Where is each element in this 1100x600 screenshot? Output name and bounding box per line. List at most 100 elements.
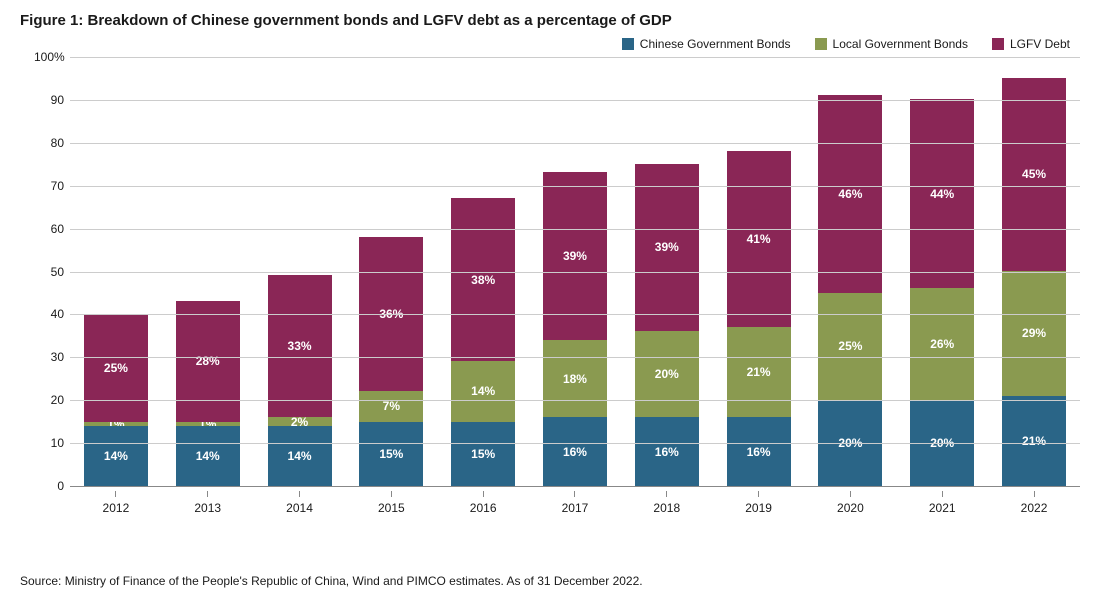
legend-item-lgb: Local Government Bonds — [815, 37, 968, 51]
legend-item-cgb: Chinese Government Bonds — [622, 37, 791, 51]
chart-title: Figure 1: Breakdown of Chinese governmen… — [20, 12, 1080, 29]
source-text: Source: Ministry of Finance of the Peopl… — [20, 574, 643, 588]
segment-value: 29% — [1022, 326, 1046, 340]
segment-lgb: 7% — [359, 391, 423, 421]
segment-value: 14% — [104, 449, 128, 463]
x-tick: 2018 — [635, 491, 699, 517]
bar-2017: 16%18%39% — [543, 172, 607, 486]
gridline — [70, 443, 1080, 444]
x-tick: 2016 — [451, 491, 515, 517]
legend-item-lgfv: LGFV Debt — [992, 37, 1070, 51]
bar-2014: 14%2% 33% — [268, 275, 332, 486]
bar-2015: 15%7%36% — [359, 237, 423, 486]
bar-2020: 20%25%46% — [818, 95, 882, 486]
segment-value: 21% — [747, 365, 771, 379]
y-axis-label: 60 — [34, 222, 64, 236]
x-axis-labels: 2012 2013 2014 2015 2016 2017 2018 2019 2020 2021… — [70, 491, 1080, 517]
segment-value: 45% — [1022, 167, 1046, 181]
segment-value: 18% — [563, 372, 587, 386]
x-axis-label: 2013 — [194, 501, 221, 515]
segment-value: 44% — [930, 187, 954, 201]
x-axis-label: 2018 — [653, 501, 680, 515]
bar-2013: 14%1%28% — [176, 301, 240, 486]
legend-label: Local Government Bonds — [833, 37, 968, 51]
segment-cgb: 14% — [176, 426, 240, 486]
segment-value: 2% — [291, 417, 308, 426]
x-tick: 2015 — [359, 491, 423, 517]
legend-swatch — [815, 38, 827, 50]
segment-lgfv: 45% — [1002, 78, 1066, 272]
segment-cgb: 16% — [635, 417, 699, 486]
segment-value: 16% — [747, 445, 771, 459]
x-axis-label: 2022 — [1021, 501, 1048, 515]
segment-cgb: 16% — [543, 417, 607, 486]
x-tick: 2022 — [1002, 491, 1066, 517]
segment-cgb: 21% — [1002, 396, 1066, 486]
gridline — [70, 143, 1080, 144]
gridline — [70, 400, 1080, 401]
x-axis-label: 2020 — [837, 501, 864, 515]
segment-lgb: 14% — [451, 361, 515, 421]
segment-value: 25% — [838, 339, 862, 353]
x-tick-mark — [758, 491, 759, 497]
segment-value: 14% — [196, 449, 220, 463]
segment-lgb: 2% — [268, 417, 332, 426]
segment-cgb: 14% — [84, 426, 148, 486]
gridline — [70, 357, 1080, 358]
legend-swatch — [992, 38, 1004, 50]
segment-lgfv: 28% — [176, 301, 240, 421]
x-tick-mark — [666, 491, 667, 497]
segment-value: 46% — [838, 187, 862, 201]
segment-lgb: 20% — [635, 331, 699, 417]
gridline — [70, 314, 1080, 315]
x-tick: 2013 — [176, 491, 240, 517]
legend-label: LGFV Debt — [1010, 37, 1070, 51]
gridline — [70, 229, 1080, 230]
x-tick-mark — [942, 491, 943, 497]
x-axis-label: 2012 — [103, 501, 130, 515]
segment-value: 16% — [655, 445, 679, 459]
segment-value: 25% — [104, 361, 128, 375]
segment-value: 15% — [471, 447, 495, 461]
gridline — [70, 186, 1080, 187]
x-tick: 2019 — [727, 491, 791, 517]
segment-lgfv: 25% — [84, 314, 148, 422]
y-axis-label: 30 — [34, 350, 64, 364]
gridline — [70, 57, 1080, 58]
bar-2022: 21% 29% 45% — [1002, 78, 1066, 486]
x-tick: 2017 — [543, 491, 607, 517]
legend: Chinese Government Bonds Local Government… — [20, 37, 1080, 51]
x-tick: 2021 — [910, 491, 974, 517]
segment-value: 7% — [383, 399, 400, 413]
x-tick-mark — [574, 491, 575, 497]
segment-value: 20% — [655, 367, 679, 381]
x-tick-mark — [483, 491, 484, 497]
segment-cgb: 15% — [451, 422, 515, 487]
segment-lgb: 21% — [727, 327, 791, 417]
y-axis-label: 90 — [34, 93, 64, 107]
y-axis-label: 40 — [34, 307, 64, 321]
segment-value: 41% — [747, 232, 771, 246]
x-tick: 2014 — [268, 491, 332, 517]
segment-value: 15% — [379, 447, 403, 461]
x-tick-mark — [391, 491, 392, 497]
segment-value: 38% — [471, 273, 495, 287]
segment-lgfv: 46% — [818, 95, 882, 293]
x-tick-mark — [299, 491, 300, 497]
segment-lgb: 29% — [1002, 271, 1066, 396]
segment-cgb: 14% — [268, 426, 332, 486]
segment-value: 33% — [288, 339, 312, 353]
y-axis-label: 20 — [34, 393, 64, 407]
segment-value: 14% — [471, 384, 495, 398]
x-axis-label: 2014 — [286, 501, 313, 515]
segment-lgfv: 44% — [910, 99, 974, 288]
segment-lgfv: 39% — [635, 164, 699, 332]
segment-value: 39% — [655, 240, 679, 254]
segment-lgb: 18% — [543, 340, 607, 417]
legend-swatch — [622, 38, 634, 50]
x-axis-label: 2019 — [745, 501, 772, 515]
segment-lgfv: 33% — [268, 275, 332, 417]
y-axis-label: 80 — [34, 136, 64, 150]
chart-area: 14%1%25%14%1%28%14%2%33%15%7%36%15%14%38… — [30, 57, 1080, 517]
segment-cgb: 16% — [727, 417, 791, 486]
